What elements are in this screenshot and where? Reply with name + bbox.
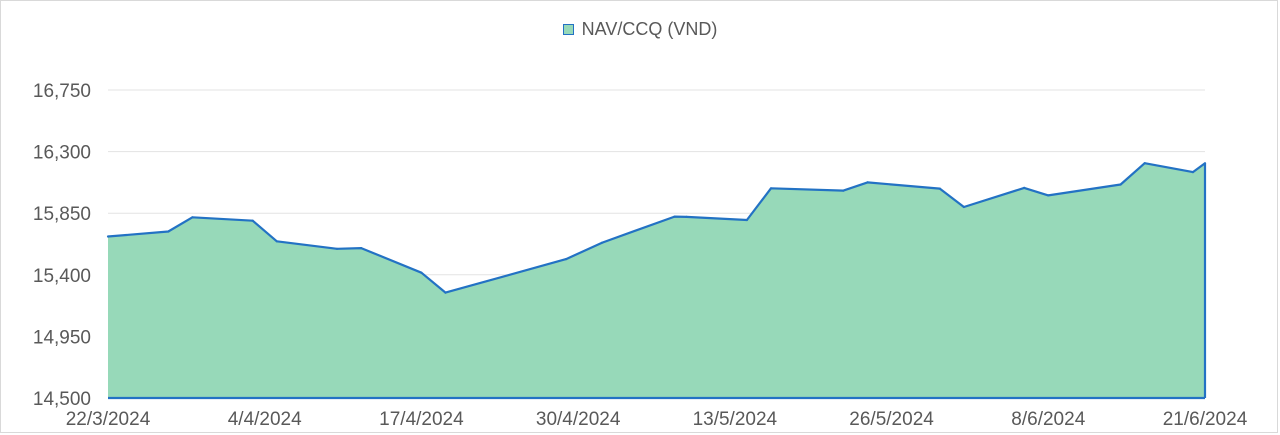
y-tick-label: 16,300 (33, 143, 91, 164)
data-point (745, 218, 749, 222)
x-axis-ticks: 22/3/2024 4/4/2024 17/4/2024 30/4/2024 13/5/… (66, 409, 1248, 430)
data-point (601, 241, 604, 244)
data-point (1047, 194, 1050, 197)
y-tick-label: 14,950 (33, 327, 91, 348)
x-tick-label: 30/4/2024 (536, 409, 621, 430)
x-tick-label: 26/5/2024 (849, 409, 934, 430)
x-tick-label: 8/6/2024 (1011, 409, 1085, 430)
data-point (1203, 162, 1207, 165)
legend-label: NAV/CCQ (VND) (581, 19, 718, 39)
data-point (191, 216, 194, 219)
chart-legend: NAV/CCQ (VND) (0, 19, 1280, 40)
data-point (420, 271, 423, 274)
y-tick-label: 14,500 (33, 389, 91, 410)
data-point (360, 247, 363, 250)
y-tick-label: 15,850 (33, 204, 91, 225)
series-area-fill (108, 163, 1205, 398)
data-point (1143, 162, 1146, 165)
data-point (842, 189, 845, 192)
data-point (167, 230, 170, 233)
data-point (1023, 186, 1026, 189)
data-point (106, 235, 110, 238)
y-axis-ticks: 14,500 14,950 15,400 15,850 16,300 16,750 (33, 81, 91, 410)
legend-swatch (562, 24, 574, 35)
x-tick-label: 21/6/2024 (1163, 409, 1248, 430)
y-tick-label: 15,400 (33, 266, 91, 287)
x-tick-label: 22/3/2024 (66, 409, 151, 430)
data-point (866, 181, 869, 184)
data-point (962, 205, 966, 209)
data-point (1119, 183, 1122, 186)
data-point (1191, 171, 1194, 174)
data-point (938, 187, 941, 190)
x-tick-label: 17/4/2024 (379, 409, 464, 430)
x-tick-label: 13/5/2024 (693, 409, 778, 430)
y-tick-label: 16,750 (33, 81, 91, 102)
data-point (685, 215, 688, 218)
data-point (251, 219, 254, 222)
data-point (673, 215, 676, 218)
x-tick-label: 4/4/2024 (228, 409, 302, 430)
data-point (444, 291, 447, 294)
data-point (769, 187, 773, 190)
data-point (275, 240, 278, 243)
data-point (565, 258, 568, 261)
series-area (106, 162, 1207, 400)
data-point (335, 247, 339, 250)
